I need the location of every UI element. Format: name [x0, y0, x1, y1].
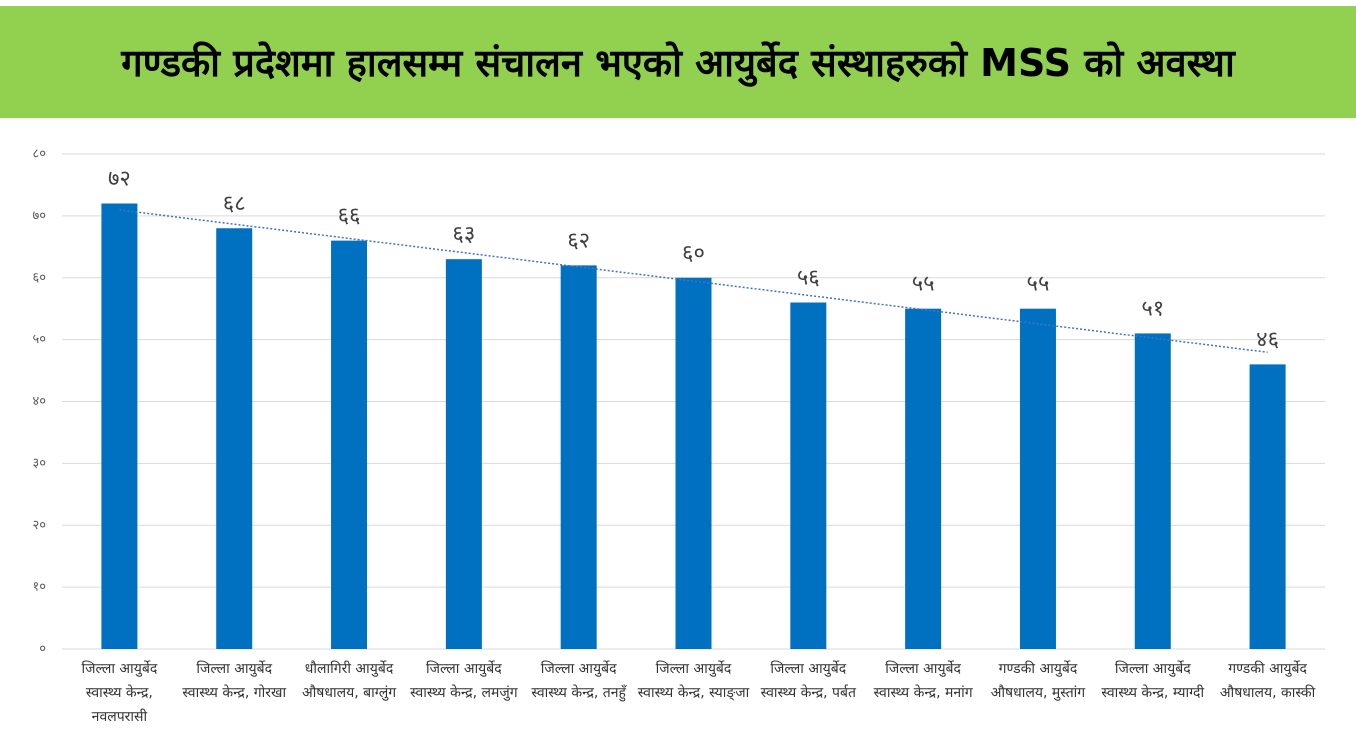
value-label: ५५ — [912, 272, 935, 297]
bar — [790, 302, 827, 649]
value-label: ६६ — [338, 204, 361, 229]
x-tick-label: जिल्ला आयुर्बेद स्वास्थ्य केन्द्र, तनहुँ — [531, 661, 626, 701]
value-label: ५६ — [797, 266, 820, 291]
x-tick-label: जिल्ला आयुर्बेद स्वास्थ्य केन्द्र, मनांग — [873, 661, 973, 701]
value-label: ६३ — [452, 222, 475, 247]
y-tick-label: ६० — [32, 270, 46, 285]
x-tick-label: जिल्ला आयुर्बेद स्वास्थ्य केन्द्र, पर्बत — [760, 661, 856, 701]
value-label: ६० — [682, 241, 705, 266]
y-tick-label: ८० — [32, 147, 46, 162]
value-label: ७२ — [108, 167, 131, 192]
chart-title: गण्डकी प्रदेशमा हालसम्म संचालन भएको आयुर… — [0, 6, 1356, 118]
value-label: ४६ — [1256, 327, 1279, 352]
bar — [445, 259, 482, 649]
bar — [331, 240, 368, 649]
bar — [1249, 364, 1286, 649]
bar — [101, 203, 138, 649]
value-label: ६२ — [567, 228, 590, 253]
y-tick-label: १० — [32, 580, 46, 595]
x-tick-label: जिल्ला आयुर्बेद स्वास्थ्य केन्द्र, गोरखा — [182, 661, 287, 701]
x-tick-label: जिल्ला आयुर्बेद स्वास्थ्य केन्द्र, लमजुं… — [410, 661, 518, 701]
bar — [216, 228, 253, 649]
value-label: ५५ — [1027, 272, 1050, 297]
bar — [560, 265, 597, 649]
y-tick-label: ० — [39, 642, 46, 657]
y-tick-label: ५० — [32, 332, 46, 347]
bar — [1134, 333, 1171, 649]
bar — [905, 308, 942, 649]
y-tick-label: ४० — [32, 394, 46, 409]
y-tick-label: २० — [32, 518, 46, 533]
x-tick-label: गण्डकी आयुर्बेद औषधालय, मुस्तांग — [990, 661, 1086, 701]
y-tick-label: ३० — [32, 456, 46, 471]
x-tick-label: जिल्ला आयुर्बेद स्वास्थ्य केन्द्र, नवलपर… — [81, 661, 158, 725]
bar — [1019, 308, 1056, 649]
x-tick-label: जिल्ला आयुर्बेद स्वास्थ्य केन्द्र, स्याङ… — [637, 661, 750, 701]
value-label: ५१ — [1141, 296, 1164, 321]
x-tick-label: गण्डकी आयुर्बेद औषधालय, कास्की — [1219, 661, 1316, 701]
y-tick-label: ७० — [32, 208, 46, 223]
bar — [675, 277, 712, 649]
trendline — [119, 209, 1268, 354]
x-tick-label: जिल्ला आयुर्बेद स्वास्थ्य केन्द्र, म्याग… — [1101, 661, 1205, 701]
x-tick-label: धौलागिरी आयुर्बेद औषधालय, बाग्लुंग — [301, 661, 397, 701]
value-label: ६८ — [223, 191, 246, 216]
